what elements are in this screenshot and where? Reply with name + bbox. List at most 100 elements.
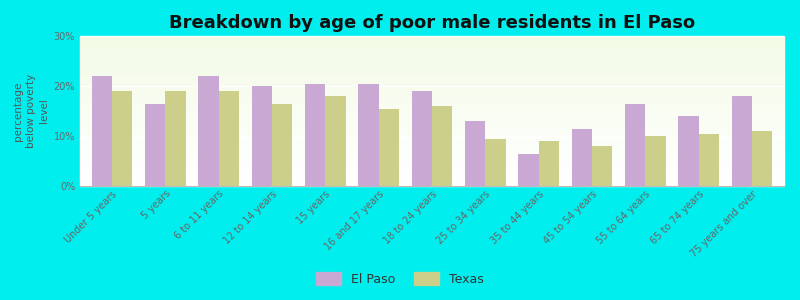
Bar: [80, 141, 784, 142]
Bar: [80, 168, 784, 170]
Bar: [80, 88, 784, 90]
Bar: [80, 38, 784, 39]
Bar: [80, 39, 784, 40]
Bar: [80, 180, 784, 182]
Bar: [80, 164, 784, 165]
Bar: [538, 141, 559, 186]
Bar: [80, 87, 784, 88]
Bar: [80, 184, 784, 186]
Bar: [80, 108, 784, 110]
Bar: [80, 176, 784, 177]
Bar: [80, 116, 784, 117]
Bar: [80, 84, 784, 86]
Bar: [80, 74, 784, 75]
Bar: [80, 42, 784, 44]
Bar: [305, 83, 326, 186]
Title: Breakdown by age of poor male residents in El Paso: Breakdown by age of poor male residents …: [169, 14, 695, 32]
Bar: [80, 40, 784, 42]
Bar: [80, 126, 784, 128]
Bar: [80, 72, 784, 74]
Bar: [412, 91, 432, 186]
Bar: [252, 86, 272, 186]
Bar: [272, 103, 292, 186]
Bar: [80, 130, 784, 132]
Bar: [80, 75, 784, 76]
Bar: [80, 124, 784, 126]
Bar: [80, 68, 784, 69]
Bar: [80, 64, 784, 66]
Bar: [80, 98, 784, 99]
Bar: [80, 92, 784, 93]
Bar: [80, 90, 784, 92]
Bar: [80, 102, 784, 104]
Bar: [80, 46, 784, 48]
Bar: [198, 76, 218, 186]
Bar: [80, 165, 784, 166]
Bar: [166, 91, 186, 186]
Bar: [80, 144, 784, 146]
Bar: [518, 154, 538, 186]
Bar: [80, 129, 784, 130]
Bar: [80, 85, 784, 87]
Bar: [218, 91, 239, 186]
Bar: [80, 54, 784, 56]
Bar: [80, 50, 784, 51]
Bar: [80, 171, 784, 172]
Bar: [80, 167, 784, 168]
Bar: [80, 147, 784, 148]
Bar: [646, 136, 666, 186]
Bar: [80, 117, 784, 118]
Bar: [80, 146, 784, 147]
Bar: [80, 70, 784, 72]
Bar: [80, 148, 784, 150]
Bar: [80, 128, 784, 129]
Bar: [80, 44, 784, 45]
Bar: [112, 91, 132, 186]
Bar: [80, 174, 784, 176]
Bar: [592, 146, 612, 186]
Bar: [80, 135, 784, 136]
Bar: [80, 82, 784, 84]
Bar: [80, 61, 784, 63]
Bar: [80, 76, 784, 78]
Bar: [80, 52, 784, 54]
Bar: [80, 93, 784, 94]
Bar: [80, 78, 784, 80]
Bar: [145, 103, 166, 186]
Bar: [358, 83, 378, 186]
Bar: [486, 139, 506, 186]
Bar: [732, 96, 752, 186]
Bar: [80, 48, 784, 50]
Bar: [80, 99, 784, 100]
Bar: [80, 56, 784, 57]
Bar: [80, 118, 784, 120]
Bar: [80, 58, 784, 60]
Bar: [80, 142, 784, 144]
Bar: [80, 183, 784, 184]
Bar: [80, 94, 784, 96]
Bar: [80, 172, 784, 174]
Bar: [80, 106, 784, 108]
Legend: El Paso, Texas: El Paso, Texas: [311, 267, 489, 291]
Bar: [80, 105, 784, 106]
Bar: [678, 116, 698, 186]
Bar: [80, 120, 784, 122]
Bar: [80, 152, 784, 153]
Bar: [572, 128, 592, 186]
Bar: [80, 66, 784, 68]
Bar: [378, 109, 399, 186]
Bar: [80, 162, 784, 164]
Bar: [80, 63, 784, 64]
Bar: [80, 159, 784, 160]
Bar: [432, 106, 452, 186]
Bar: [80, 51, 784, 52]
Bar: [80, 57, 784, 58]
Bar: [326, 96, 346, 186]
Bar: [80, 153, 784, 154]
Bar: [80, 178, 784, 180]
Bar: [80, 123, 784, 124]
Bar: [625, 103, 646, 186]
Bar: [80, 138, 784, 140]
Bar: [80, 134, 784, 135]
Bar: [80, 80, 784, 81]
